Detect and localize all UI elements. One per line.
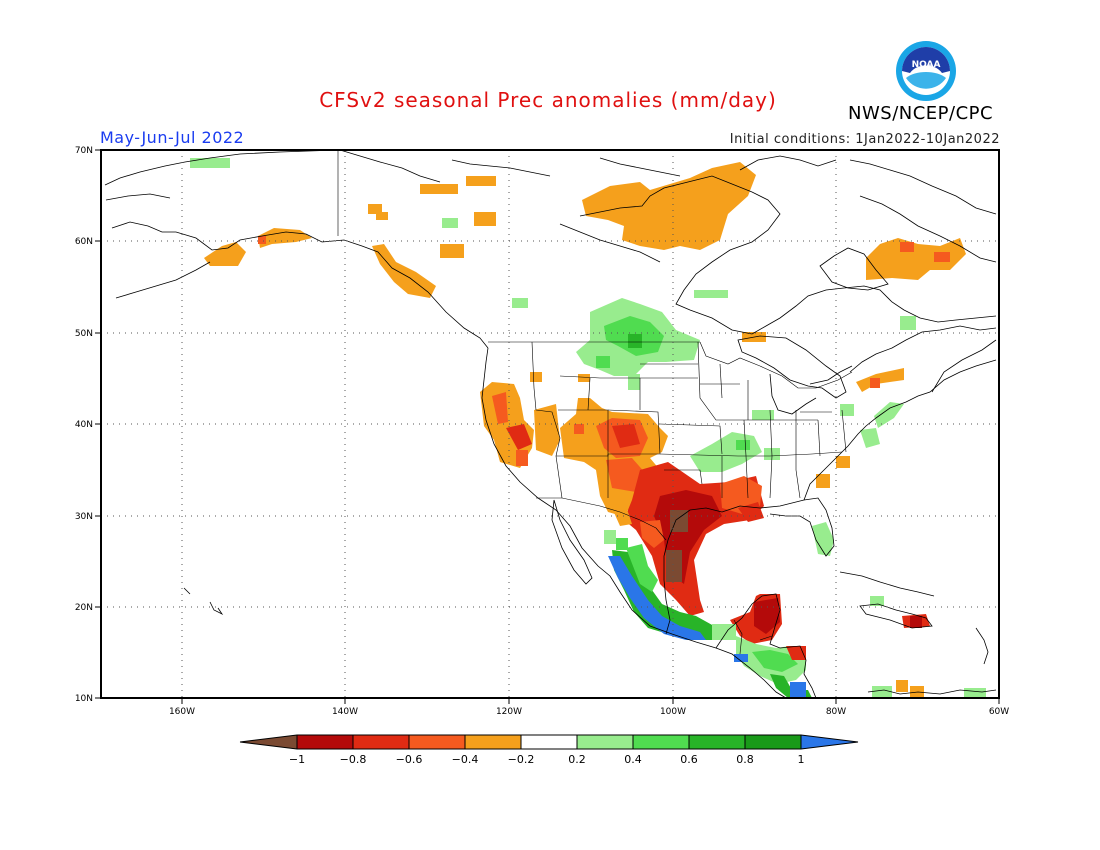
- forecast-period: May-Jun-Jul 2022: [100, 128, 245, 147]
- colorbar-label: 0.8: [736, 753, 754, 766]
- lon-label: 60W: [989, 707, 1009, 717]
- lat-label: 20N: [75, 603, 93, 613]
- lat-label: 10N: [75, 694, 93, 704]
- anomaly-field: [190, 158, 986, 698]
- colorbar-label: −0.4: [452, 753, 479, 766]
- colorbar-label: 0.2: [568, 753, 586, 766]
- lon-label: 100W: [660, 707, 686, 717]
- noaa-logo-icon: NOAA: [896, 41, 956, 101]
- colorbar-bin: [465, 735, 521, 749]
- initial-conditions: Initial conditions: 1Jan2022-10Jan2022: [729, 132, 1000, 147]
- axis-ticks: [95, 149, 1000, 704]
- colorbar-label: 0.4: [624, 753, 642, 766]
- lat-label: 30N: [75, 512, 93, 522]
- lon-axis-labels: 160W 140W 120W 100W 80W 60W: [169, 707, 1009, 717]
- colorbar-bin: [633, 735, 689, 749]
- lat-label: 60N: [75, 237, 93, 247]
- colorbar-bin: [521, 735, 577, 749]
- colorbar-bin: [353, 735, 409, 749]
- colorbar-arrow-low: [240, 735, 297, 749]
- colorbar-arrow-high: [801, 735, 858, 749]
- colorbar-bin: [745, 735, 801, 749]
- political-borders: [337, 150, 853, 655]
- lon-label: 80W: [826, 707, 846, 717]
- colorbar-label: 1: [798, 753, 805, 766]
- colorbar-bin: [577, 735, 633, 749]
- logo-text: NOAA: [912, 60, 941, 70]
- colorbar-label: −0.2: [508, 753, 535, 766]
- map-title: CFSv2 seasonal Prec anomalies (mm/day): [319, 88, 777, 112]
- lon-label: 160W: [169, 707, 195, 717]
- lat-label: 70N: [75, 146, 93, 156]
- colorbar-bin: [297, 735, 353, 749]
- lon-label: 120W: [496, 707, 522, 717]
- colorbar-bin: [409, 735, 465, 749]
- lat-axis-labels: 10N 20N 30N 40N 50N 60N 70N: [75, 146, 93, 704]
- lat-label: 50N: [75, 329, 93, 339]
- lon-label: 140W: [332, 707, 358, 717]
- colorbar-label: −0.8: [340, 753, 367, 766]
- agency-label: NWS/NCEP/CPC: [848, 103, 994, 124]
- colorbar-label: −1: [289, 753, 305, 766]
- colorbar-label: −0.6: [396, 753, 423, 766]
- colorbar: −1 −0.8 −0.6 −0.4 −0.2 0.2 0.4 0.6 0.8 1: [239, 734, 859, 766]
- colorbar-bin: [689, 735, 745, 749]
- colorbar-label: 0.6: [680, 753, 698, 766]
- coastlines: [104, 149, 997, 699]
- lat-label: 40N: [75, 420, 93, 430]
- grid-lines: [101, 150, 999, 698]
